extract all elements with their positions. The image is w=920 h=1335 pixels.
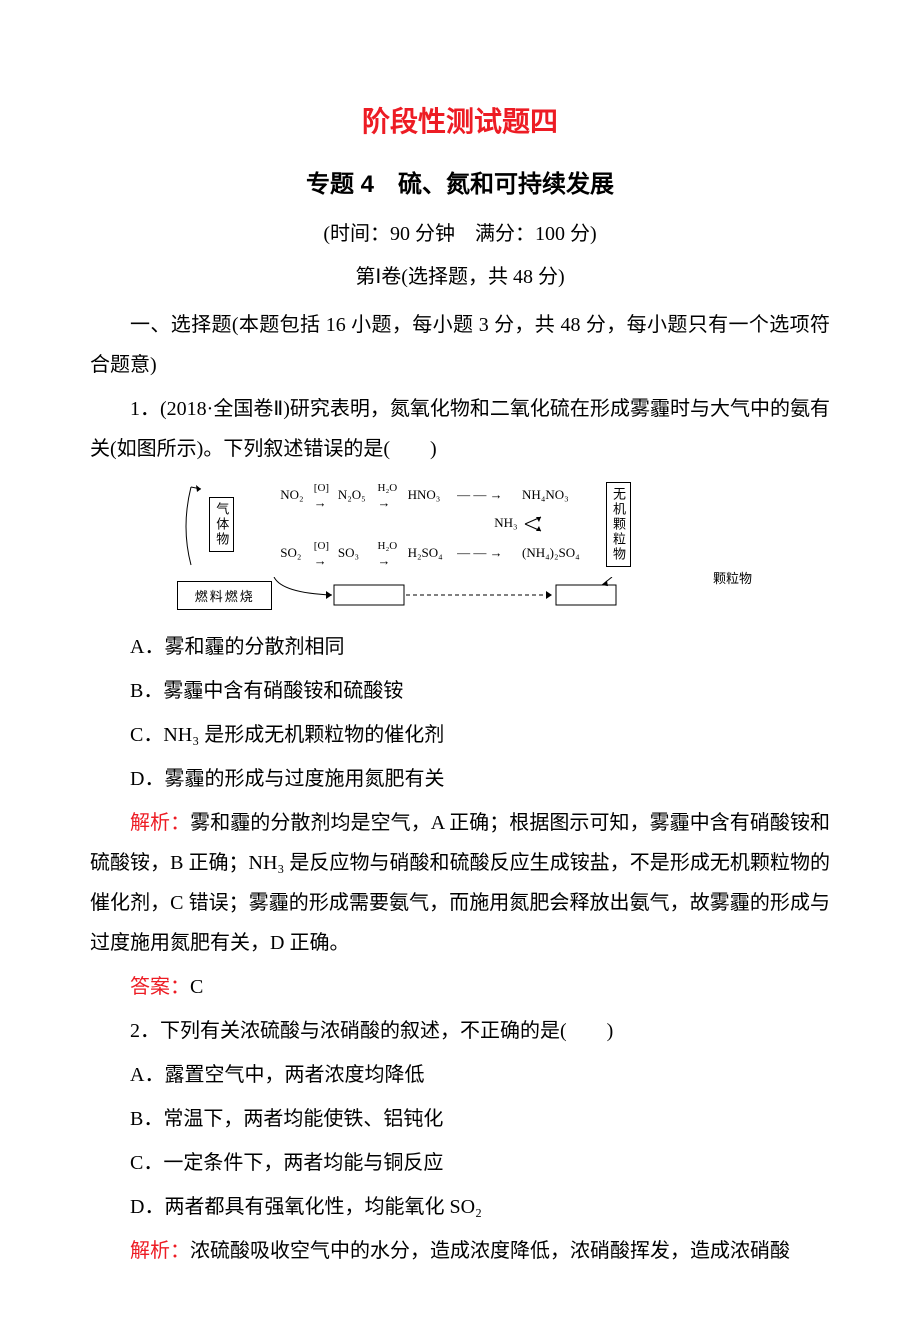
diagram-source-label: 燃料燃烧 xyxy=(177,581,272,610)
chain-hno3: HNO₃ xyxy=(408,477,455,514)
curve-arrow-top xyxy=(177,477,205,567)
instruction: 一、选择题(本题包括 16 小题，每小题 3 分，共 48 分，每小题只有一个选… xyxy=(90,305,830,385)
explain-label: 解析： xyxy=(130,1240,190,1262)
answer-label: 答案： xyxy=(130,976,190,998)
bottom-flow-svg xyxy=(272,577,632,611)
page-title: 阶段性测试题四 xyxy=(90,100,830,140)
q1-option-c: C．NH₃ 是形成无机颗粒物的催化剂 xyxy=(90,715,830,755)
chain-n2o5: N₂O₅ xyxy=(338,477,376,514)
arrow-icon: — — → xyxy=(455,477,522,514)
q1-answer-value: C xyxy=(190,976,203,998)
q2-explain-text: 浓硫酸吸收空气中的水分，造成浓度降低，浓硝酸挥发，造成浓硝酸 xyxy=(190,1240,790,1262)
chain-no2: NO₂ xyxy=(280,477,312,514)
q2-option-b: B．常温下，两者均能使铁、铝钝化 xyxy=(90,1099,830,1139)
chain-so3: SO₃ xyxy=(338,534,376,571)
diagram-left-box: 气体物 xyxy=(209,497,234,552)
diagram-nh3-label: NH₃ xyxy=(455,514,600,535)
page-subtitle: 专题 4 硫、氮和可持续发展 xyxy=(90,164,830,199)
exam-meta: (时间：90 分钟 满分：100 分) xyxy=(90,217,830,246)
split-arrow-icon xyxy=(521,515,561,533)
diagram-right-box: 无机颗粒物 xyxy=(606,482,631,567)
q1-explain-text: 雾和霾的分散剂均是空气，A 正确；根据图示可知，雾霾中含有硝酸铵和硫酸铵，B 正… xyxy=(90,812,830,954)
q1-answer: 答案：C xyxy=(90,967,830,1007)
q1-explanation: 解析：雾和霾的分散剂均是空气，A 正确；根据图示可知，雾霾中含有硝酸铵和硫酸铵，… xyxy=(90,803,830,963)
q2-stem: 2．下列有关浓硫酸与浓硝酸的叙述，不正确的是( ) xyxy=(90,1011,830,1051)
chain-nh42so4: (NH₄)₂SO₄ xyxy=(522,534,600,571)
q1-diagram: 气体物 NO₂ [O]→ N₂O₅ H₂O→ HNO₃ — — → NH₄NO₃… xyxy=(90,477,830,615)
q1-option-b: B．雾霾中含有硝酸铵和硫酸铵 xyxy=(90,671,830,711)
arrow-icon: — — → xyxy=(455,534,522,571)
chain-nh4no3: NH₄NO₃ xyxy=(522,477,600,514)
arrow-icon: [O]→ xyxy=(312,534,338,571)
q2-option-a: A．露置空气中，两者浓度均降低 xyxy=(90,1055,830,1095)
chain-so2: SO₂ xyxy=(280,534,312,571)
arrow-icon: H₂O→ xyxy=(376,534,408,571)
q1-option-a: A．雾和霾的分散剂相同 xyxy=(90,627,830,667)
arrow-icon: H₂O→ xyxy=(376,477,408,514)
q1-stem: 1．(2018·全国卷Ⅱ)研究表明，氮氧化物和二氧化硫在形成雾霾时与大气中的氨有… xyxy=(90,389,830,469)
q2-explanation: 解析：浓硫酸吸收空气中的水分，造成浓度降低，浓硝酸挥发，造成浓硝酸 xyxy=(90,1231,830,1271)
diagram-haze-box: 雾霾 xyxy=(911,568,920,587)
explain-label: 解析： xyxy=(130,812,190,834)
q2-option-d: D．两者都具有强氧化性，均能氧化 SO₂ xyxy=(90,1187,830,1227)
q1-option-d: D．雾霾的形成与过度施用氮肥有关 xyxy=(90,759,830,799)
section-label: 第Ⅰ卷(选择题，共 48 分) xyxy=(90,260,830,289)
chain-h2so4: H₂SO₄ xyxy=(408,534,455,571)
q2-option-c: C．一定条件下，两者均能与铜反应 xyxy=(90,1143,830,1183)
arrow-icon: [O]→ xyxy=(312,477,338,514)
diagram-particulate-box: 颗粒物 xyxy=(706,568,760,587)
